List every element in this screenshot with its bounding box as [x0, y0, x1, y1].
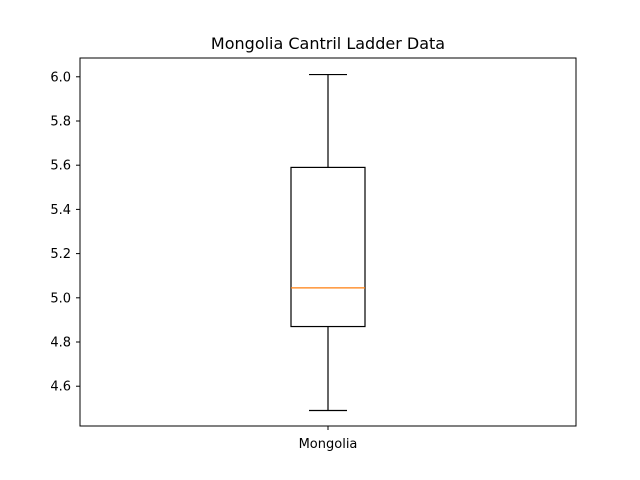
- y-tick-label: 4.6: [50, 380, 71, 395]
- y-tick-label: 5.0: [50, 291, 71, 306]
- plot-area: [79, 57, 577, 427]
- x-tick-label-mongolia: Mongolia: [299, 437, 358, 452]
- y-tick-label: 5.8: [50, 114, 71, 129]
- y-tick-label: 6.0: [50, 70, 71, 85]
- iqr-box: [290, 166, 366, 328]
- y-tick-label: 4.8: [50, 336, 71, 351]
- y-axis: 4.6 4.8 5.0 5.2 5.4 5.6 5.8 6.0: [50, 70, 329, 430]
- y-tick-label: 5.2: [50, 247, 71, 262]
- chart-title: Mongolia Cantril Ladder Data: [211, 34, 445, 53]
- y-tick-label: 5.6: [50, 159, 71, 174]
- y-tick-label: 5.4: [50, 203, 71, 218]
